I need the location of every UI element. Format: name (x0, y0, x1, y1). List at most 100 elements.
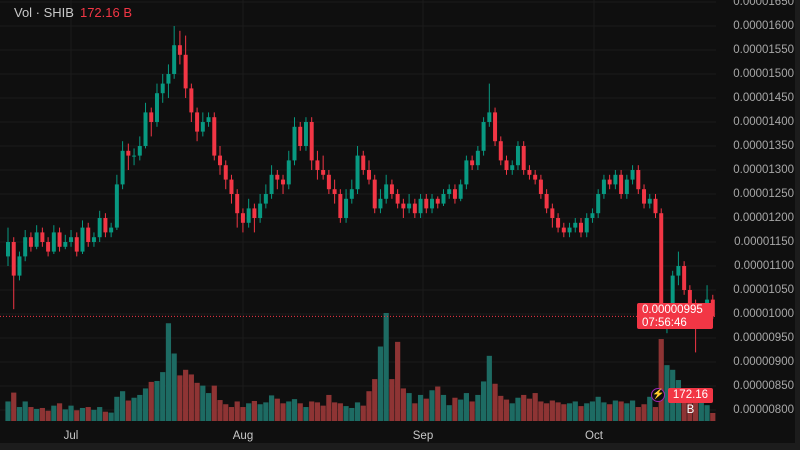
candle-body (17, 256, 22, 276)
volume-bar (681, 397, 687, 421)
right-border (795, 0, 800, 450)
volume-bar (509, 403, 515, 421)
volume-bar (257, 404, 263, 421)
candle-body (670, 275, 675, 314)
candle-body (40, 232, 45, 242)
candle-body (430, 198, 435, 209)
price-axis-label: 0.00001300 (733, 164, 794, 176)
price-axis-label: 0.00001350 (733, 140, 794, 152)
volume-bar (114, 396, 120, 421)
volume-bars (5, 313, 716, 421)
volume-bar (22, 401, 28, 421)
volume-bar (160, 372, 166, 421)
volume-bar (400, 388, 406, 421)
volume-bar (108, 412, 114, 421)
candle-body (258, 203, 263, 218)
volume-bar (251, 400, 257, 421)
candle-body (332, 189, 337, 194)
volume-bar (515, 397, 521, 421)
candle-body (687, 290, 692, 305)
volume-bar (635, 407, 641, 421)
volume-bar (85, 407, 91, 421)
candle-body (120, 150, 125, 185)
price-axis-label: 0.00000800 (733, 404, 794, 416)
candle-body (126, 150, 131, 156)
candle-body (166, 74, 171, 84)
candle-body (355, 155, 360, 190)
volume-bar (624, 403, 630, 421)
volume-bar (395, 341, 401, 421)
volume-bar (332, 402, 338, 421)
price-axis-label: 0.00001550 (733, 44, 794, 56)
volume-bar (228, 407, 235, 421)
candle-body (596, 194, 601, 214)
volume-bar (589, 401, 596, 421)
volume-bar (578, 406, 584, 421)
candle-body (69, 237, 74, 242)
candle-body (682, 266, 687, 290)
current-price-tag: 0.00000995 07:56:46 (637, 303, 713, 329)
price-axis-label: 0.00001400 (733, 116, 794, 128)
candle-body (361, 155, 366, 170)
volume-bar (39, 407, 45, 421)
volume-bar (68, 405, 74, 421)
candle-body (63, 242, 68, 247)
legend-label: Vol · SHIB (14, 5, 74, 20)
volume-bar (687, 396, 693, 421)
volume-bar (693, 394, 699, 421)
price-axis-label: 0.00001050 (733, 284, 794, 296)
volume-bar (544, 403, 550, 421)
volume-bar (475, 394, 481, 421)
volume-bar (148, 381, 154, 421)
candle-body (80, 227, 85, 252)
candle-body (114, 184, 119, 228)
volume-bar (463, 393, 469, 421)
volume-bar (131, 397, 137, 421)
volume-bar (326, 394, 332, 421)
time-axis-label: Jul (63, 430, 79, 442)
candle-body (407, 203, 412, 209)
candle-body (556, 218, 561, 228)
volume-bar (389, 379, 395, 421)
candle-body (515, 146, 520, 166)
candle-body (504, 160, 509, 170)
price-axis-label: 0.00001250 (733, 188, 794, 200)
volume-bar (303, 407, 309, 421)
lightning-icon[interactable]: ⚡ (651, 388, 665, 402)
candle-body (642, 189, 647, 204)
volume-legend[interactable]: Vol · SHIB 172.16 B (14, 5, 132, 20)
candle-body (510, 165, 515, 170)
candle-body (544, 194, 549, 209)
candle-body (246, 208, 251, 223)
candle-body (212, 117, 217, 156)
candle-body (435, 198, 440, 204)
volume-bar (526, 398, 533, 421)
volume-bar (498, 395, 504, 421)
candle-body (315, 160, 320, 170)
candle-body (452, 189, 457, 199)
candle-body (464, 160, 469, 185)
volume-bar (372, 379, 378, 421)
candle-body (447, 189, 452, 194)
volume-bar (286, 401, 292, 421)
volume-bar (28, 407, 34, 421)
volume-bar (102, 411, 109, 421)
price-axis-label: 0.00001600 (733, 20, 794, 32)
candle-body (344, 198, 349, 218)
candle-body (573, 222, 578, 228)
volume-bar (120, 391, 126, 421)
candles (6, 26, 715, 353)
volume-bar (532, 393, 538, 421)
time-axis-label: Aug (232, 430, 254, 442)
volume-bar (354, 402, 361, 421)
volume-bar (601, 402, 607, 421)
volume-bar (349, 407, 355, 421)
volume-bar (79, 407, 86, 421)
candle-body (57, 232, 62, 247)
volume-bar (406, 393, 412, 421)
price-axis-label: 0.00000900 (733, 356, 794, 368)
candle-body (189, 88, 194, 113)
volume-bar (412, 403, 418, 421)
